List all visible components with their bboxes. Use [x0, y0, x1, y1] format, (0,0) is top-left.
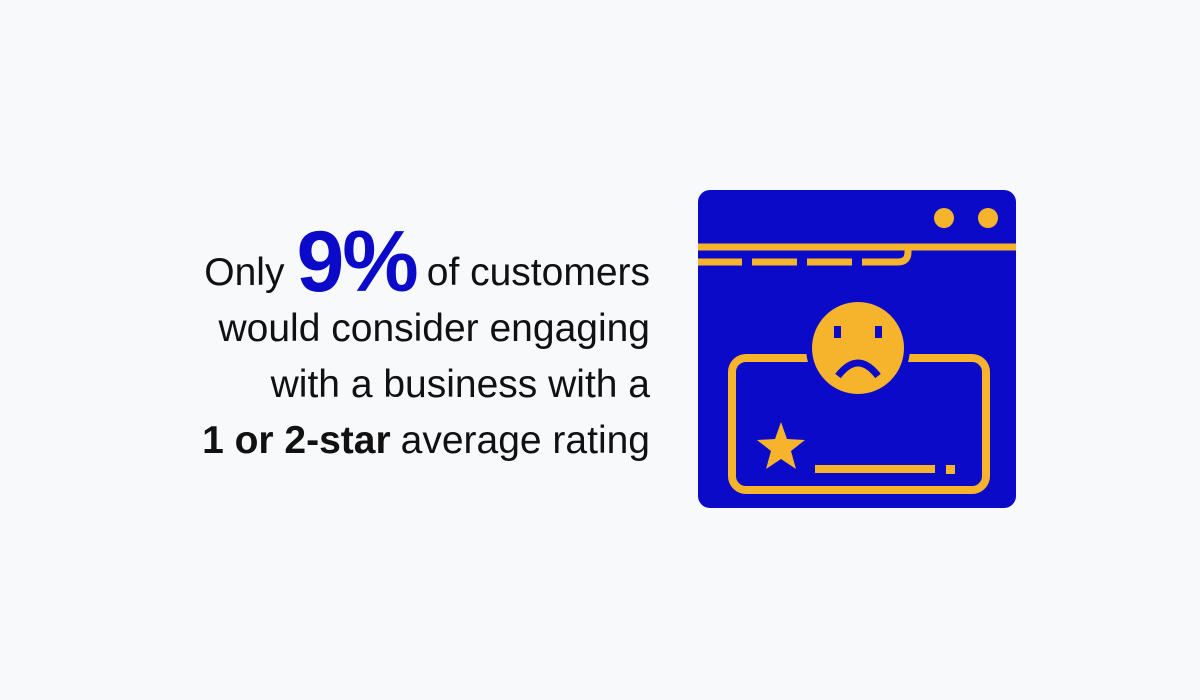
rest-text: average rating [400, 419, 650, 462]
suffix: of customers [426, 251, 650, 294]
line-2: would consider engaging [218, 307, 650, 350]
line-3: with a business with a [270, 363, 650, 406]
tabs [698, 247, 912, 266]
dot [978, 208, 998, 228]
eye [875, 326, 882, 338]
dot [934, 208, 954, 228]
frown [835, 359, 881, 379]
stat: 9% [296, 214, 418, 310]
statement: Only 9% of customers would consider engagi… [202, 219, 650, 469]
prefix: Only [204, 251, 285, 294]
eye [834, 326, 841, 338]
face [812, 302, 904, 394]
line-1: Only 9% of customers [202, 219, 650, 305]
text-dot [946, 465, 955, 474]
star [757, 422, 805, 469]
line-4: 1 or 2-star average rating [202, 413, 650, 469]
bold-text: 1 or 2-star [202, 419, 391, 462]
